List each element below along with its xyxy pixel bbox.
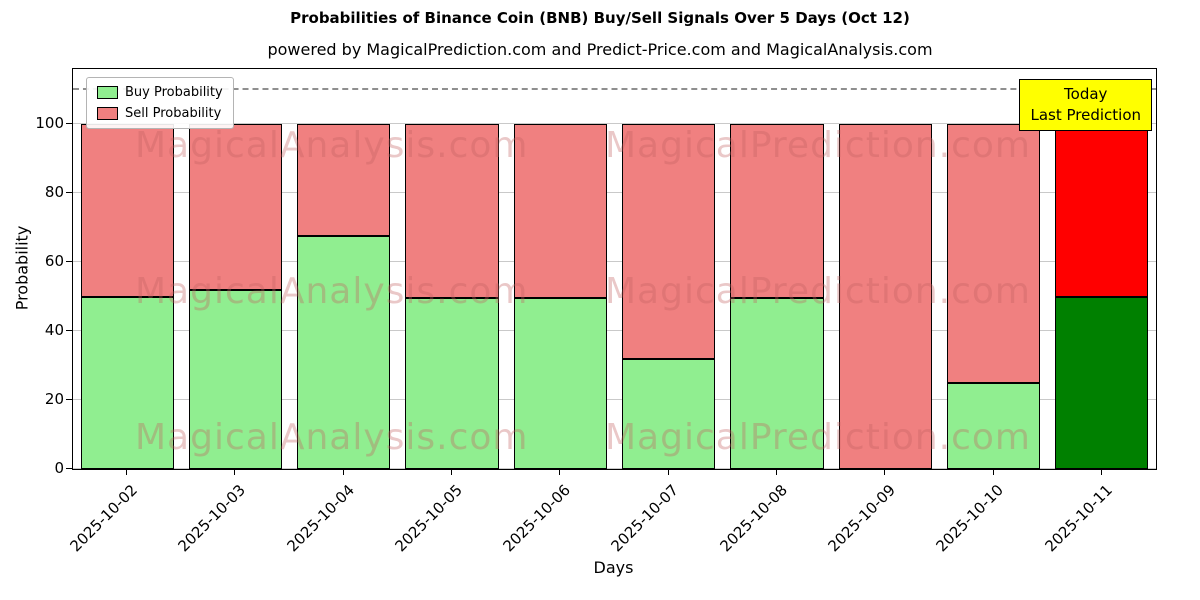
y-tick-label: 20	[44, 390, 64, 409]
x-tick-label: 2025-10-07	[608, 481, 683, 556]
x-tick-mark	[559, 469, 561, 475]
dashed-threshold-line	[73, 87, 1156, 90]
legend-item-buy: Buy Probability	[97, 85, 223, 100]
y-tick-label: 40	[44, 321, 64, 340]
x-tick-mark	[884, 469, 886, 475]
y-tick-mark	[66, 123, 72, 125]
x-tick-mark	[342, 469, 344, 475]
bar-segment-buy	[405, 298, 499, 469]
bar-segment-buy	[1055, 296, 1149, 469]
gridline	[73, 330, 1156, 332]
legend: Buy Probability Sell Probability	[86, 77, 234, 129]
gridline	[73, 123, 1156, 125]
gridline	[73, 261, 1156, 263]
gridline	[73, 399, 1156, 401]
bar-segment-buy	[513, 298, 607, 469]
y-tick-label: 60	[44, 252, 64, 271]
watermark-text: MagicalPrediction.com	[605, 271, 1031, 312]
y-tick-mark	[66, 192, 72, 194]
x-tick-label: 2025-10-10	[932, 481, 1008, 556]
x-tick-label: 2025-10-03	[174, 481, 250, 556]
plot-area: Buy Probability Sell Probability Today L…	[72, 68, 1157, 470]
bar-segment-sell	[730, 124, 824, 299]
buy-probability-swatch	[97, 86, 118, 99]
bar-segment-sell	[405, 124, 499, 299]
chart-title: Probabilities of Binance Coin (BNB) Buy/…	[290, 9, 910, 27]
y-tick-label: 100	[35, 114, 64, 133]
x-tick-mark	[992, 469, 994, 475]
y-tick-label: 80	[44, 183, 64, 202]
x-axis-label: Days	[593, 558, 634, 577]
watermark-text: MagicalPrediction.com	[605, 417, 1031, 458]
bar-segment-sell	[80, 124, 174, 297]
x-tick-mark	[1100, 469, 1102, 475]
x-tick-label: 2025-10-05	[391, 481, 466, 556]
bar-segment-sell	[297, 124, 391, 237]
bar-segment-sell	[513, 124, 607, 299]
bar-segment-buy	[80, 296, 174, 469]
chart-subtitle: powered by MagicalPrediction.com and Pre…	[267, 40, 933, 59]
watermark-text: MagicalAnalysis.com	[135, 417, 529, 458]
bar-segment-buy	[622, 358, 716, 469]
legend-item-sell: Sell Probability	[97, 106, 223, 121]
bar-segment-buy	[188, 289, 282, 469]
x-tick-label: 2025-10-04	[283, 481, 358, 556]
x-tick-label: 2025-10-02	[66, 481, 141, 556]
x-tick-mark	[234, 469, 236, 475]
x-tick-mark	[775, 469, 777, 475]
x-tick-mark	[451, 469, 453, 475]
y-tick-mark	[66, 330, 72, 332]
bar-segment-sell	[188, 124, 282, 290]
annotation-line-2: Last Prediction	[1030, 106, 1141, 124]
watermark-text: MagicalAnalysis.com	[135, 125, 529, 166]
x-tick-label: 2025-10-08	[716, 481, 791, 556]
legend-label-sell: Sell Probability	[125, 106, 222, 121]
bar-segment-buy	[946, 382, 1041, 469]
legend-label-buy: Buy Probability	[125, 85, 223, 100]
x-tick-mark	[126, 469, 128, 475]
sell-probability-swatch	[97, 107, 118, 120]
watermark-text: MagicalPrediction.com	[605, 125, 1031, 166]
x-tick-label: 2025-10-11	[1041, 481, 1116, 556]
today-annotation: Today Last Prediction	[1019, 79, 1152, 131]
x-tick-mark	[667, 469, 669, 475]
y-tick-mark	[66, 468, 72, 469]
bar-segment-sell	[1055, 124, 1149, 297]
bar-segment-buy	[730, 298, 824, 469]
x-tick-label: 2025-10-09	[824, 481, 899, 556]
bar-segment-sell	[946, 124, 1041, 383]
annotation-line-1: Today	[1064, 85, 1108, 103]
watermark-text: MagicalAnalysis.com	[135, 271, 529, 312]
bar-segment-buy	[297, 236, 391, 469]
x-tick-label: 2025-10-06	[499, 481, 575, 556]
bar-segment-sell	[838, 124, 932, 469]
gridline	[73, 468, 1156, 469]
bar-segment-sell	[622, 124, 716, 359]
y-tick-mark	[66, 261, 72, 263]
y-tick-label: 0	[54, 459, 64, 477]
y-tick-mark	[66, 399, 72, 401]
gridline	[73, 192, 1156, 194]
